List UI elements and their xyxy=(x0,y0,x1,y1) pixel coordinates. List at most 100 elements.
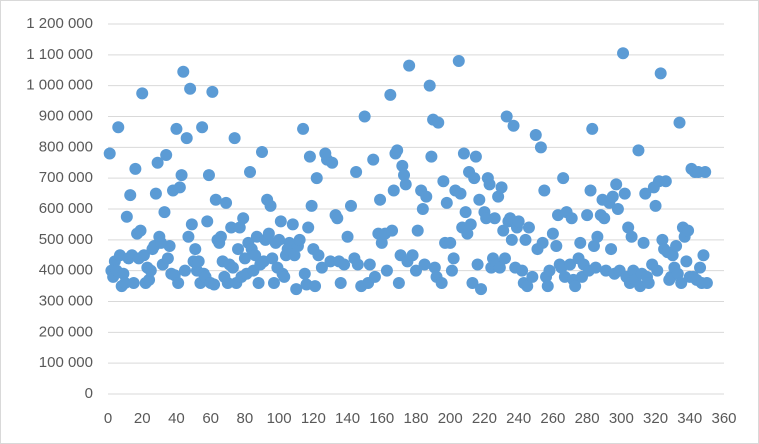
point xyxy=(238,252,251,265)
point xyxy=(659,175,672,188)
y-tick-label: 100 000 xyxy=(39,354,93,371)
point xyxy=(526,270,539,283)
point xyxy=(435,277,448,289)
point xyxy=(398,169,411,182)
point xyxy=(610,178,623,191)
point xyxy=(149,187,162,200)
point xyxy=(396,159,409,172)
y-tick-label: 200 000 xyxy=(39,323,93,340)
point xyxy=(505,233,518,246)
x-tick-label: 160 xyxy=(369,410,394,427)
point xyxy=(119,277,132,289)
x-tick-label: 180 xyxy=(403,410,428,427)
point xyxy=(399,178,412,191)
point xyxy=(391,144,404,157)
x-tick-label: 220 xyxy=(472,410,497,427)
point xyxy=(432,116,445,129)
point xyxy=(137,249,150,262)
point xyxy=(522,221,535,234)
x-tick-label: 20 xyxy=(134,410,151,427)
point xyxy=(464,218,477,231)
point xyxy=(196,121,209,134)
point xyxy=(326,156,339,169)
point xyxy=(507,119,520,132)
point xyxy=(700,277,713,289)
point xyxy=(574,236,587,249)
point xyxy=(180,132,193,145)
point xyxy=(286,218,299,231)
point xyxy=(440,196,453,209)
point xyxy=(656,233,669,246)
point xyxy=(483,178,496,191)
point xyxy=(206,85,219,98)
point xyxy=(298,267,311,280)
point xyxy=(519,233,532,246)
point xyxy=(175,169,188,182)
point xyxy=(512,215,525,228)
point xyxy=(639,187,652,200)
point xyxy=(445,264,458,277)
point xyxy=(228,132,241,145)
point xyxy=(565,212,578,225)
point xyxy=(420,190,433,203)
point xyxy=(564,258,576,271)
point xyxy=(129,162,142,175)
x-tick-label: 60 xyxy=(202,410,219,427)
point xyxy=(670,240,683,252)
x-tick-label: 140 xyxy=(335,410,360,427)
point xyxy=(618,187,631,200)
point xyxy=(666,249,679,262)
point xyxy=(288,249,301,262)
x-tick-label: 280 xyxy=(575,410,600,427)
x-tick-label: 100 xyxy=(267,410,292,427)
point xyxy=(386,224,399,237)
x-tick-label: 360 xyxy=(711,410,736,427)
y-tick-label: 1 000 000 xyxy=(26,77,93,94)
point xyxy=(541,280,554,293)
point xyxy=(331,212,344,225)
point xyxy=(529,129,542,141)
point xyxy=(367,153,380,166)
point xyxy=(500,110,513,123)
point xyxy=(192,255,205,268)
point xyxy=(444,236,457,249)
point xyxy=(338,258,351,271)
point xyxy=(468,172,481,185)
point xyxy=(226,261,239,274)
point xyxy=(598,212,611,225)
point xyxy=(358,110,371,123)
x-tick-label: 340 xyxy=(677,410,702,427)
x-tick-label: 260 xyxy=(540,410,565,427)
x-tick-label: 320 xyxy=(643,410,668,427)
point xyxy=(471,258,484,271)
point xyxy=(480,212,493,225)
point xyxy=(410,264,422,277)
point xyxy=(498,252,511,265)
point xyxy=(475,283,488,296)
point xyxy=(309,280,322,293)
point xyxy=(237,212,250,225)
point xyxy=(214,230,227,243)
point xyxy=(697,249,710,262)
point xyxy=(252,277,265,289)
point xyxy=(543,264,556,277)
point xyxy=(459,206,472,219)
point xyxy=(550,240,563,252)
point xyxy=(310,172,323,185)
point xyxy=(305,199,318,212)
point xyxy=(586,122,599,135)
point xyxy=(617,47,630,60)
y-tick-label: 600 000 xyxy=(39,200,93,217)
point xyxy=(416,203,429,215)
point xyxy=(179,264,191,277)
point xyxy=(457,147,470,160)
point xyxy=(680,255,693,268)
point xyxy=(536,236,549,249)
point xyxy=(516,264,529,277)
point xyxy=(625,230,638,243)
point xyxy=(437,175,450,188)
point xyxy=(469,150,482,163)
